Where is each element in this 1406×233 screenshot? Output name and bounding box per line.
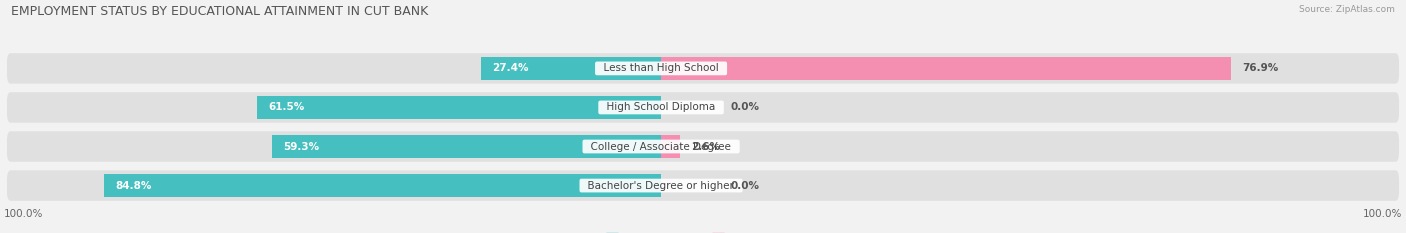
Bar: [257, 96, 661, 119]
Bar: [104, 174, 661, 197]
Text: 27.4%: 27.4%: [492, 63, 529, 73]
Text: 61.5%: 61.5%: [269, 103, 305, 113]
Legend: In Labor Force, Unemployed: In Labor Force, Unemployed: [602, 228, 804, 233]
FancyBboxPatch shape: [7, 131, 1399, 162]
Text: Less than High School: Less than High School: [598, 63, 725, 73]
Text: Source: ZipAtlas.com: Source: ZipAtlas.com: [1299, 5, 1395, 14]
Text: 100.0%: 100.0%: [1362, 209, 1402, 219]
Bar: [661, 57, 1230, 80]
Bar: [481, 57, 661, 80]
Text: 0.0%: 0.0%: [731, 181, 761, 191]
Text: 2.6%: 2.6%: [692, 141, 720, 151]
Text: EMPLOYMENT STATUS BY EDUCATIONAL ATTAINMENT IN CUT BANK: EMPLOYMENT STATUS BY EDUCATIONAL ATTAINM…: [11, 5, 429, 18]
Text: College / Associate Degree: College / Associate Degree: [585, 141, 738, 151]
Bar: [271, 135, 661, 158]
Text: 84.8%: 84.8%: [115, 181, 152, 191]
Text: 100.0%: 100.0%: [4, 209, 44, 219]
Text: High School Diploma: High School Diploma: [600, 103, 721, 113]
Bar: [661, 135, 681, 158]
FancyBboxPatch shape: [7, 53, 1399, 84]
FancyBboxPatch shape: [7, 92, 1399, 123]
Text: 76.9%: 76.9%: [1241, 63, 1278, 73]
Text: Bachelor's Degree or higher: Bachelor's Degree or higher: [582, 181, 741, 191]
FancyBboxPatch shape: [7, 170, 1399, 201]
Text: 0.0%: 0.0%: [731, 103, 761, 113]
Text: 59.3%: 59.3%: [283, 141, 319, 151]
